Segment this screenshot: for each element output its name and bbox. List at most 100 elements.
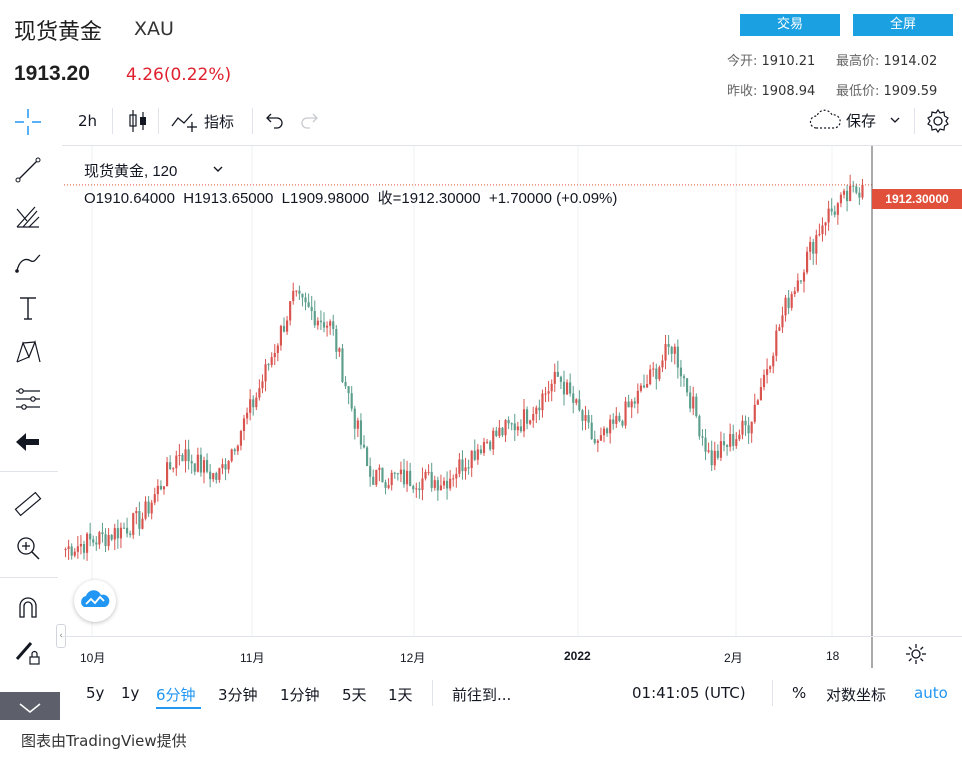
candle-body	[276, 345, 279, 353]
log-scale-toggle[interactable]: 对数坐标	[826, 686, 887, 704]
candle-body	[359, 420, 362, 445]
candle-body	[452, 478, 455, 480]
candle-body	[316, 320, 319, 326]
candle-body	[787, 297, 790, 308]
chevron-down-icon	[19, 703, 41, 713]
candle-body	[566, 382, 569, 395]
range-3min[interactable]: 3分钟	[218, 686, 258, 704]
candle-body	[98, 532, 101, 545]
candle-body	[409, 470, 412, 487]
candle-body	[261, 381, 264, 389]
candle-body	[821, 225, 824, 234]
candle-body	[559, 376, 562, 382]
candle-body	[510, 423, 513, 425]
trade-button[interactable]: 交易	[740, 14, 840, 36]
range-1min[interactable]: 1分钟	[280, 686, 320, 704]
collapse-toolbar-button[interactable]	[0, 692, 60, 720]
fullscreen-button[interactable]: 全屏	[853, 14, 953, 36]
settings-gear-icon[interactable]	[925, 108, 951, 138]
goto-date-button[interactable]: 前往到...	[452, 686, 512, 704]
interval-selector[interactable]: 2h	[78, 112, 98, 130]
zoom-in-icon[interactable]	[10, 530, 46, 566]
prediction-tools-icon[interactable]	[10, 380, 46, 416]
candle-body	[802, 272, 806, 282]
candle-body	[427, 471, 430, 473]
candle-body	[113, 528, 116, 540]
clock-timezone[interactable]: 01:41:05 (UTC)	[632, 684, 746, 702]
trend-line-icon[interactable]	[10, 152, 46, 188]
range-5d[interactable]: 5天	[342, 686, 367, 704]
fib-tools-icon[interactable]	[10, 198, 46, 234]
candle-body	[178, 454, 181, 456]
candle-body	[673, 346, 676, 354]
candle-body	[649, 369, 652, 385]
candle-body	[519, 426, 522, 432]
crosshair-icon[interactable]	[10, 104, 46, 140]
range-1d[interactable]: 1天	[388, 686, 413, 704]
candle-body	[636, 390, 639, 404]
candle-body	[507, 420, 510, 424]
candle-body	[239, 430, 242, 446]
arrow-back-icon[interactable]	[10, 424, 46, 460]
instrument-title: 现货黄金	[14, 20, 103, 45]
indicators-button[interactable]: 指标	[170, 108, 234, 134]
candle-body	[322, 322, 326, 328]
magnet-icon[interactable]	[10, 590, 46, 626]
redo-icon[interactable]	[298, 110, 322, 136]
candle-body	[839, 194, 842, 204]
candle-body	[119, 527, 122, 539]
candle-body	[384, 482, 387, 488]
lock-drawings-icon[interactable]	[10, 634, 46, 670]
candle-body	[110, 534, 113, 540]
save-button[interactable]: 保存	[808, 108, 902, 132]
candle-body	[116, 528, 119, 539]
time-axis-border	[62, 636, 962, 637]
candle-body	[495, 430, 498, 436]
candle-body	[326, 325, 329, 328]
candle-body	[784, 297, 787, 316]
candle-body	[609, 419, 612, 434]
chevron-down-icon[interactable]	[212, 163, 224, 175]
candle-body	[378, 467, 381, 470]
candle-body	[479, 449, 482, 454]
stat-high: 最高价: 1914.02	[836, 54, 938, 69]
candle-body	[86, 533, 89, 553]
cloud-icon	[809, 109, 841, 129]
candle-body	[775, 330, 778, 356]
candle-body	[70, 546, 73, 556]
ruler-icon[interactable]	[10, 486, 46, 522]
bottom-divider	[772, 680, 773, 706]
pattern-tool-icon[interactable]	[10, 334, 46, 370]
indicators-icon	[171, 113, 197, 132]
candle-body	[353, 408, 356, 429]
text-tool-icon[interactable]	[10, 290, 46, 326]
auto-scale-toggle[interactable]: auto	[914, 684, 948, 702]
tradingview-logo[interactable]	[74, 580, 116, 622]
undo-icon[interactable]	[262, 110, 286, 136]
candle-body	[215, 473, 218, 480]
candle-body	[252, 399, 255, 408]
candle-body	[242, 418, 246, 431]
candle-body	[713, 450, 716, 466]
legend-title[interactable]: 现货黄金, 120	[84, 163, 178, 180]
candles-style-icon[interactable]	[126, 108, 150, 138]
candle-body	[270, 357, 273, 365]
range-1y[interactable]: 1y	[121, 684, 140, 702]
percent-toggle[interactable]: %	[792, 684, 807, 702]
candle-body	[92, 539, 95, 543]
candle-body	[421, 478, 424, 490]
candle-body	[627, 401, 630, 408]
candle-body	[433, 480, 436, 488]
candle-body	[249, 399, 252, 413]
candle-body	[246, 412, 249, 419]
candle-body	[159, 485, 162, 490]
candle-body	[812, 241, 815, 254]
candle-body	[175, 455, 178, 469]
axis-settings-icon[interactable]	[905, 643, 927, 669]
range-6min[interactable]: 6分钟	[156, 686, 196, 704]
candle-body	[852, 185, 855, 187]
candle-body	[612, 419, 615, 424]
range-5y[interactable]: 5y	[86, 684, 105, 702]
candle-body	[424, 471, 427, 479]
brush-icon[interactable]	[10, 244, 46, 280]
